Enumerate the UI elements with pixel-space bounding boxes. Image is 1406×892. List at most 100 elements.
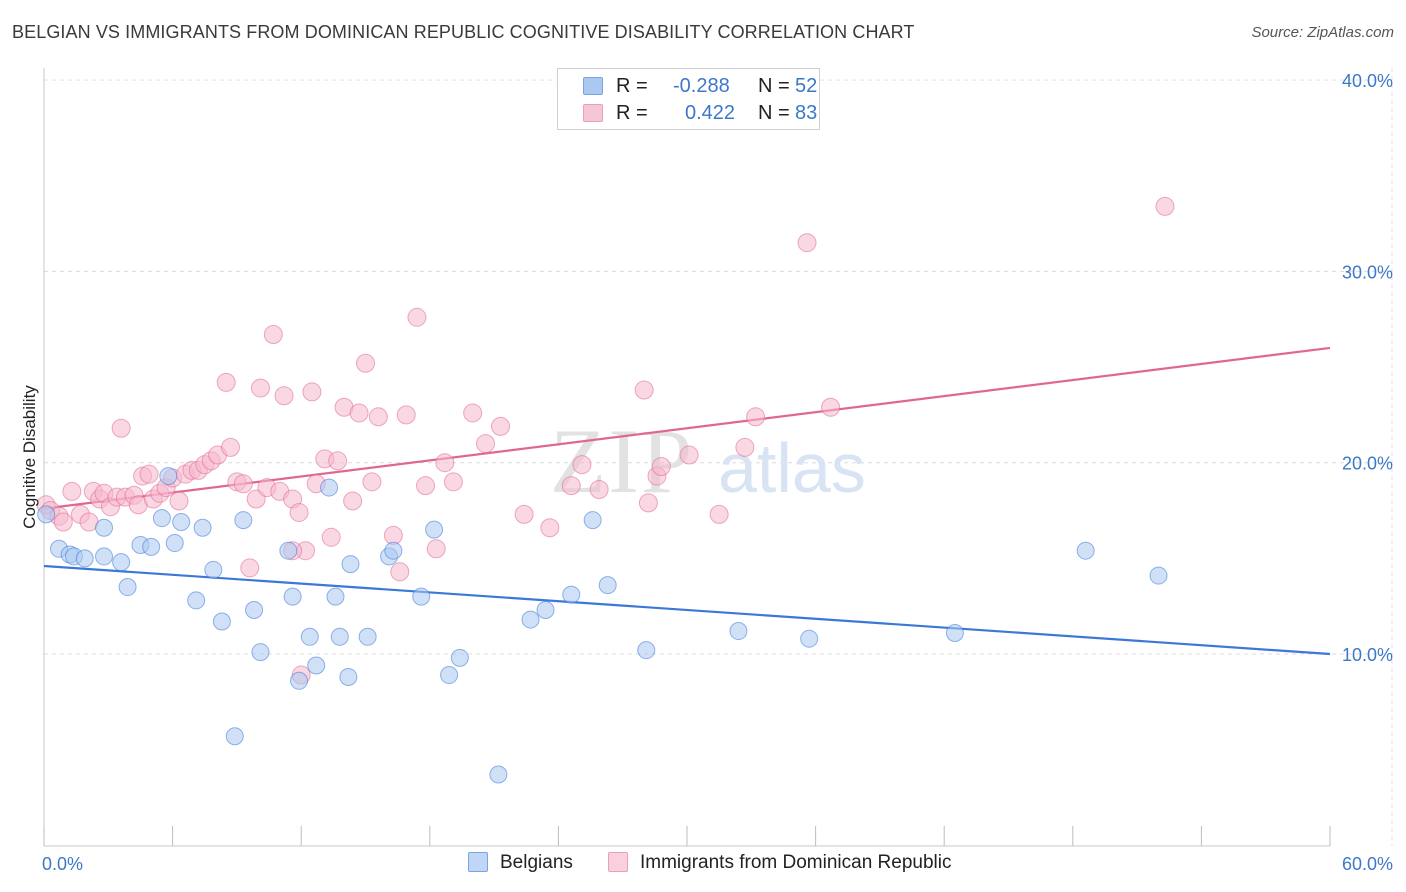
point-dominican bbox=[390, 562, 410, 582]
point-dominican bbox=[589, 479, 609, 499]
point-dominican bbox=[220, 437, 240, 457]
point-belgian bbox=[300, 627, 319, 646]
point-dominican bbox=[407, 307, 427, 327]
point-belgian bbox=[583, 511, 602, 530]
bottom-legend: Belgians Immigrants from Dominican Repub… bbox=[0, 852, 1406, 878]
point-dominican bbox=[263, 325, 283, 345]
point-belgian bbox=[425, 520, 444, 539]
point-dominican bbox=[416, 476, 436, 496]
point-dominican bbox=[634, 380, 654, 400]
y-axis-title: Cognitive Disability bbox=[20, 385, 39, 529]
point-dominican bbox=[746, 407, 766, 427]
chart-title: BELGIAN VS IMMIGRANTS FROM DOMINICAN REP… bbox=[12, 22, 915, 42]
point-belgian bbox=[290, 671, 309, 690]
point-belgian bbox=[251, 643, 270, 662]
point-dominican bbox=[349, 403, 369, 423]
point-belgian bbox=[118, 578, 137, 597]
bottom-legend-dominican: Immigrants from Dominican Republic bbox=[608, 852, 952, 874]
point-belgian bbox=[320, 478, 339, 497]
bottom-legend-label: Immigrants from Dominican Republic bbox=[640, 852, 952, 873]
point-belgian bbox=[234, 511, 253, 530]
y-tick-label: 10.0% bbox=[1342, 645, 1393, 665]
point-belgian bbox=[95, 547, 114, 566]
point-belgian bbox=[1076, 541, 1095, 560]
point-belgian bbox=[562, 585, 581, 604]
point-belgian bbox=[165, 534, 184, 553]
legend-n-label: N = bbox=[758, 75, 790, 97]
point-belgian bbox=[384, 541, 403, 560]
point-dominican bbox=[561, 476, 581, 496]
point-dominican bbox=[343, 491, 363, 511]
point-dominican bbox=[62, 481, 82, 501]
x-tick-label-max: 60.0% bbox=[1342, 854, 1393, 874]
point-dominican bbox=[396, 405, 416, 425]
y-tick-label: 20.0% bbox=[1342, 454, 1393, 474]
point-dominican bbox=[368, 407, 388, 427]
point-belgian bbox=[212, 612, 231, 631]
point-dominican bbox=[821, 397, 841, 417]
point-belgian bbox=[142, 537, 161, 556]
point-dominican bbox=[383, 525, 403, 545]
point-dominican bbox=[289, 502, 309, 522]
point-belgian bbox=[152, 509, 171, 528]
point-dominican bbox=[709, 504, 729, 524]
point-belgian bbox=[37, 505, 56, 524]
point-dominican bbox=[111, 418, 131, 438]
point-dominican bbox=[540, 518, 560, 538]
legend-n-label: N = bbox=[758, 102, 790, 124]
legend: R = -0.288 N = 52 R = 0.422 N = 83 bbox=[557, 68, 820, 130]
point-dominican bbox=[426, 539, 446, 559]
point-belgian bbox=[95, 518, 114, 537]
legend-n-value: 52 bbox=[795, 75, 818, 97]
bottom-legend-belgians: Belgians bbox=[468, 852, 573, 874]
point-belgian bbox=[279, 541, 298, 560]
y-tick-label: 30.0% bbox=[1342, 262, 1393, 282]
point-belgian bbox=[450, 648, 469, 667]
point-dominican bbox=[1155, 196, 1175, 216]
source-credit: Source: ZipAtlas.com bbox=[1251, 24, 1394, 41]
point-belgian bbox=[225, 727, 244, 746]
point-dominican bbox=[356, 353, 375, 373]
point-belgian bbox=[112, 553, 131, 572]
point-dominican bbox=[240, 558, 260, 578]
grid-lines bbox=[44, 68, 1393, 846]
point-belgian bbox=[326, 587, 345, 606]
legend-r-label: R = bbox=[616, 75, 648, 97]
point-dominican bbox=[169, 491, 189, 511]
series-belgians bbox=[37, 467, 1168, 784]
axes bbox=[43, 68, 1331, 847]
watermark: ZIP atlas bbox=[550, 410, 866, 512]
point-dominican bbox=[463, 403, 483, 423]
point-belgian bbox=[193, 518, 212, 537]
point-dominican bbox=[514, 504, 534, 524]
point-dominican bbox=[651, 457, 671, 477]
legend-r-value: -0.288 bbox=[673, 75, 730, 97]
point-belgian bbox=[440, 666, 459, 685]
point-belgian bbox=[159, 467, 178, 486]
point-belgian bbox=[245, 601, 264, 620]
point-dominican bbox=[362, 472, 382, 492]
point-belgian bbox=[358, 627, 377, 646]
point-dominican bbox=[572, 455, 592, 475]
watermark-zip: ZIP bbox=[550, 410, 694, 512]
point-belgian bbox=[283, 587, 302, 606]
point-dominican bbox=[321, 527, 341, 547]
legend-n-value: 83 bbox=[795, 102, 818, 124]
point-belgian bbox=[341, 555, 360, 574]
point-dominican bbox=[735, 437, 755, 457]
point-dominican bbox=[443, 472, 463, 492]
point-belgian bbox=[598, 576, 617, 595]
trend-lines bbox=[43, 346, 1331, 656]
point-dominican bbox=[638, 493, 658, 513]
point-belgian bbox=[489, 765, 508, 784]
axis-labels: 10.0% 20.0% 30.0% 40.0% 0.0% 60.0% Cognitive D… bbox=[20, 71, 1393, 874]
bottom-legend-swatch-blue bbox=[468, 852, 488, 872]
x-tick-label-min: 0.0% bbox=[42, 854, 83, 874]
y-tick-label: 40.0% bbox=[1342, 71, 1393, 91]
point-belgian bbox=[800, 629, 819, 648]
trend-line-dominican bbox=[43, 346, 1331, 510]
point-dominican bbox=[797, 233, 817, 253]
trend-line-belgians bbox=[43, 564, 1331, 656]
point-dominican bbox=[491, 416, 511, 436]
